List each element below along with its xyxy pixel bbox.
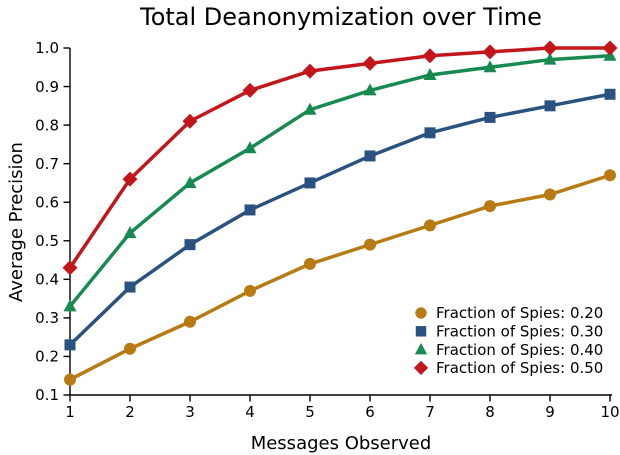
series-line-1 bbox=[68, 92, 611, 347]
data-point-marker bbox=[304, 257, 316, 270]
data-point-marker bbox=[602, 40, 618, 56]
data-point-marker bbox=[302, 63, 318, 79]
data-point-marker bbox=[122, 171, 138, 187]
x-tick-label: 7 bbox=[425, 403, 435, 421]
legend-marker bbox=[413, 360, 429, 376]
x-tick-label: 9 bbox=[545, 403, 555, 421]
x-axis-title: Messages Observed bbox=[250, 433, 432, 454]
data-point-marker bbox=[64, 373, 76, 386]
data-point-marker bbox=[182, 113, 198, 129]
data-point-marker bbox=[484, 111, 496, 123]
data-point-marker bbox=[242, 82, 258, 98]
series-line-3 bbox=[68, 46, 610, 269]
data-point-marker bbox=[544, 188, 556, 201]
y-tick-label: 0.2 bbox=[35, 348, 59, 366]
y-tick-label: 0.8 bbox=[35, 116, 59, 134]
data-point-marker bbox=[243, 141, 257, 154]
data-point-marker bbox=[483, 60, 497, 73]
data-point-marker bbox=[124, 342, 136, 355]
legend-label: Fraction of Spies: 0.40 bbox=[436, 341, 603, 359]
data-point-marker bbox=[184, 315, 196, 328]
y-tick-label: 0.6 bbox=[35, 193, 59, 211]
data-point-marker bbox=[62, 260, 78, 276]
y-tick-label: 0.5 bbox=[35, 232, 59, 250]
x-tick-label: 2 bbox=[125, 403, 135, 421]
y-tick-label: 0.4 bbox=[35, 271, 59, 289]
data-point-marker bbox=[362, 55, 378, 71]
x-tick-label: 4 bbox=[245, 403, 255, 421]
data-point-marker bbox=[544, 100, 556, 112]
x-tick-label: 5 bbox=[305, 403, 315, 421]
chart-title: Total Deanonymization over Time bbox=[140, 3, 542, 31]
y-tick-label: 0.3 bbox=[35, 309, 59, 327]
legend-marker bbox=[414, 342, 428, 355]
data-point-marker bbox=[304, 177, 316, 189]
x-tick-label: 10 bbox=[600, 403, 619, 421]
legend-label: Fraction of Spies: 0.30 bbox=[436, 323, 603, 341]
data-point-marker bbox=[604, 169, 616, 182]
data-point-marker bbox=[184, 239, 196, 251]
data-point-marker bbox=[363, 83, 377, 96]
y-tick-label: 0.9 bbox=[35, 78, 59, 96]
legend-marker bbox=[415, 307, 427, 319]
data-point-marker bbox=[604, 88, 616, 100]
data-point-marker bbox=[364, 150, 376, 162]
data-point-marker bbox=[424, 219, 436, 232]
x-tick-label: 8 bbox=[485, 403, 495, 421]
legend-label: Fraction of Spies: 0.20 bbox=[436, 304, 603, 322]
data-point-marker bbox=[543, 52, 557, 65]
data-point-marker bbox=[484, 200, 496, 213]
data-point-marker bbox=[244, 284, 256, 297]
data-point-marker bbox=[364, 238, 376, 251]
y-tick-label: 0.7 bbox=[35, 155, 59, 173]
series-line-2 bbox=[68, 53, 611, 308]
data-point-marker bbox=[542, 40, 558, 56]
data-point-marker bbox=[423, 67, 437, 80]
data-point-marker bbox=[124, 281, 136, 293]
data-point-marker bbox=[424, 127, 436, 139]
y-tick-label: 1.0 bbox=[35, 39, 59, 57]
data-point-marker bbox=[244, 204, 256, 216]
x-tick-label: 6 bbox=[365, 403, 375, 421]
y-tick-label: 0.1 bbox=[35, 386, 59, 404]
x-tick-label: 1 bbox=[65, 403, 75, 421]
data-point-marker bbox=[183, 175, 197, 188]
legend-label: Fraction of Spies: 0.50 bbox=[436, 359, 603, 377]
data-point-marker bbox=[63, 299, 77, 312]
data-point-marker bbox=[303, 102, 317, 115]
data-point-marker bbox=[422, 48, 438, 64]
series-line-0 bbox=[69, 173, 611, 382]
data-point-marker bbox=[64, 339, 76, 351]
legend-marker bbox=[415, 326, 427, 337]
data-point-marker bbox=[482, 44, 498, 60]
x-tick-label: 3 bbox=[185, 403, 195, 421]
data-point-marker bbox=[123, 226, 137, 239]
y-axis-title: Average Precision bbox=[6, 142, 27, 302]
